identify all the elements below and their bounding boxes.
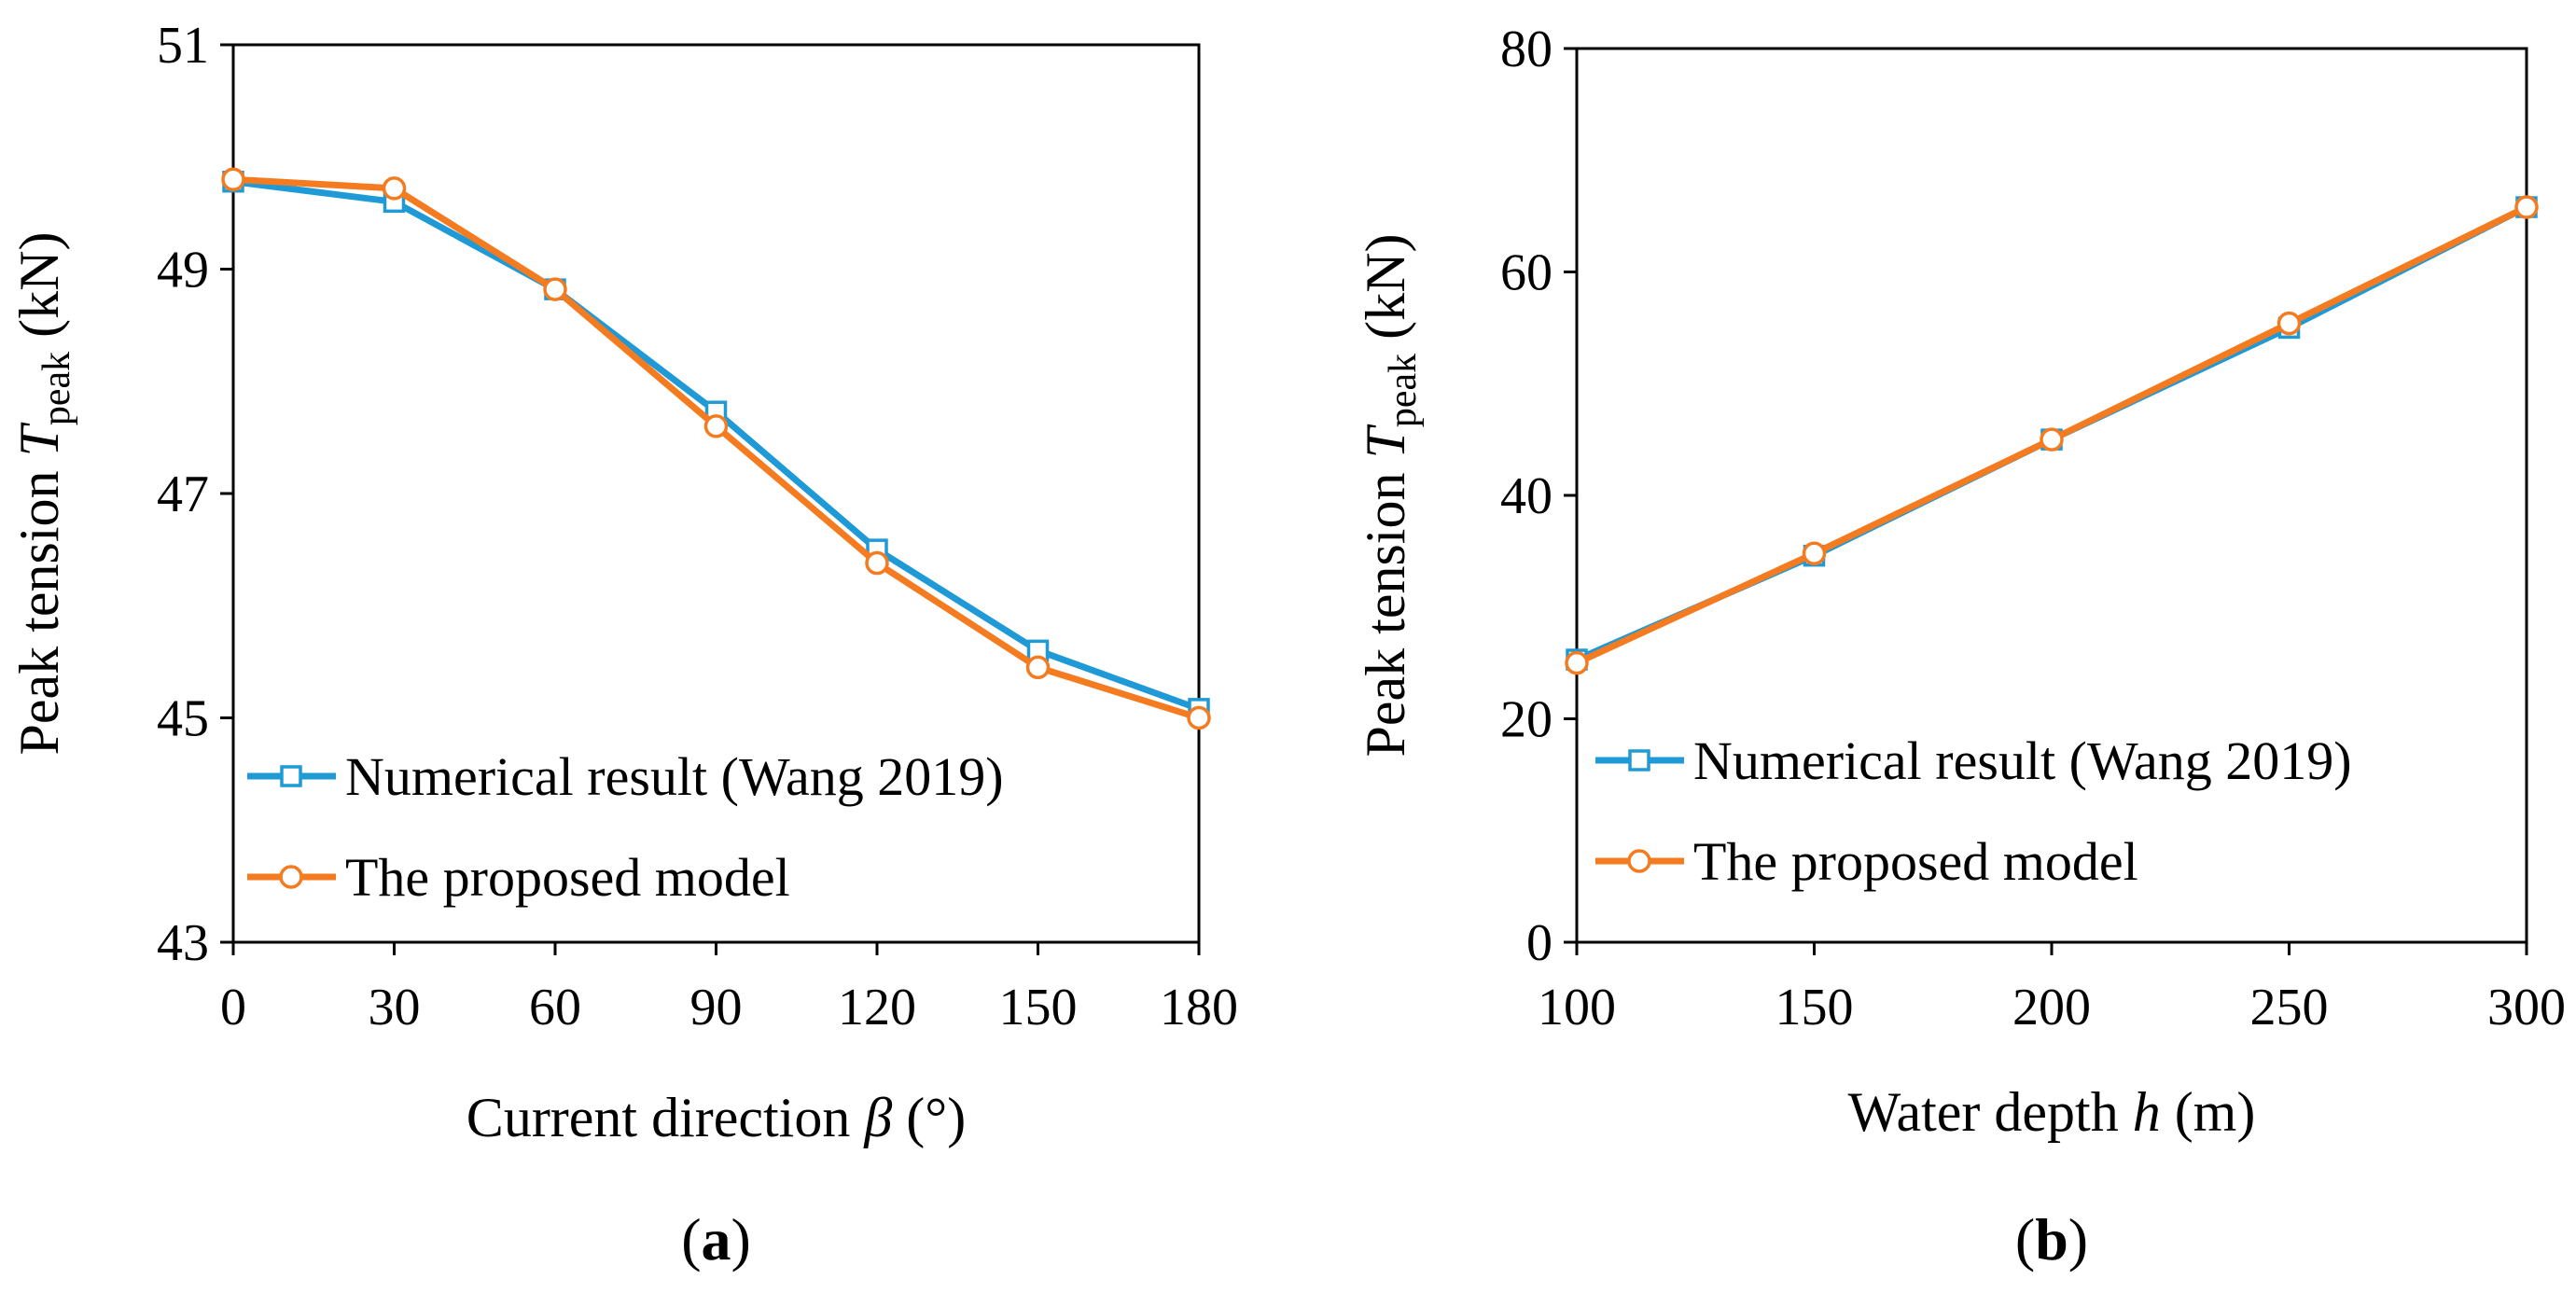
x-tick-label: 250 <box>2250 979 2329 1036</box>
x-tick-label: 150 <box>999 979 1078 1036</box>
legend-swatch-marker <box>1628 749 1650 772</box>
x-tick-label: 100 <box>1538 979 1616 1036</box>
panel-label-open: ( <box>2015 1206 2035 1272</box>
y-tick-label: 49 <box>157 242 209 299</box>
y-tick-label: 80 <box>1500 21 1553 78</box>
y-axis-title: Peak tension Tpeak (kN) <box>1355 234 1425 758</box>
chart-panel-a: 43 45 47 49 51 0 30 60 90 120 150 180 Current direct… <box>8 17 1238 1272</box>
x-tick-label: 60 <box>529 979 581 1036</box>
plot-frame <box>1575 47 2528 944</box>
chart-panel-b: 0 20 40 60 80 100 150 200 250 300 Water depth h (m… <box>1355 21 2566 1272</box>
data-point <box>703 414 729 438</box>
legend-entry: Numerical result (Wang 2019) <box>247 746 1004 807</box>
x-axis-unit: (m) <box>2161 1081 2256 1143</box>
x-tick-label: 200 <box>2012 979 2091 1036</box>
y-axis-subscript: peak <box>35 352 78 425</box>
x-axis-title: Water depth h (m) <box>1848 1081 2256 1143</box>
series-proposed <box>221 167 1211 730</box>
data-point <box>221 167 245 192</box>
panel-label-close: ) <box>2068 1206 2088 1272</box>
series-proposed <box>1565 195 2539 675</box>
y-tick-label: 40 <box>1500 467 1553 525</box>
panel-label-open: ( <box>681 1206 701 1272</box>
y-axis-title-text: Peak tension <box>1355 459 1416 758</box>
data-point <box>1565 650 1589 675</box>
legend-entry: Numerical result (Wang 2019) <box>1595 730 2352 791</box>
x-axis-symbol: h <box>2133 1081 2161 1143</box>
legend-entry: The proposed model <box>247 847 790 908</box>
y-axis-unit: (kN) <box>8 232 70 352</box>
x-axis-symbol: β <box>863 1087 892 1148</box>
y-axis-symbol: T <box>1355 424 1416 459</box>
data-point <box>2514 195 2539 219</box>
x-axis-title-text: Water depth <box>1848 1081 2133 1143</box>
data-point <box>543 277 567 301</box>
panel-label-close: ) <box>731 1206 751 1272</box>
y-tick-label: 60 <box>1500 244 1553 302</box>
y-axis-title: Peak tension Tpeak (kN) <box>8 232 78 756</box>
legend-swatch-marker <box>280 765 302 787</box>
y-axis-unit: (kN) <box>1355 234 1416 354</box>
y-tick-label: 43 <box>157 914 209 972</box>
data-point <box>382 176 407 201</box>
legend-label: The proposed model <box>1693 831 2138 892</box>
legend-label: Numerical result (Wang 2019) <box>1693 730 2352 791</box>
y-tick-label: 45 <box>157 690 209 748</box>
legend-swatch-marker <box>279 865 303 889</box>
data-point <box>1802 541 1827 566</box>
data-point <box>2277 311 2302 336</box>
data-point <box>2040 427 2064 452</box>
y-tick-label: 51 <box>157 17 209 75</box>
data-point <box>1025 655 1051 680</box>
panel-label: (a) <box>681 1206 751 1272</box>
legend-swatch-marker <box>1627 849 1651 873</box>
panel-label: (b) <box>2015 1206 2088 1272</box>
y-axis-title-text: Peak tension <box>8 457 70 756</box>
x-axis-title-text: Current direction <box>466 1087 865 1148</box>
x-tick-label: 120 <box>838 979 916 1036</box>
x-tick-label: 180 <box>1160 979 1238 1036</box>
y-tick-label: 47 <box>157 466 209 523</box>
panel-label-letter: b <box>2035 1206 2068 1272</box>
panel-label-letter: a <box>702 1206 731 1272</box>
x-tick-label: 300 <box>2487 979 2566 1036</box>
data-point <box>1187 705 1211 730</box>
x-tick-label: 90 <box>690 979 743 1036</box>
x-tick-label: 30 <box>369 979 421 1036</box>
y-tick-label: 20 <box>1500 691 1553 749</box>
legend-entry: The proposed model <box>1595 831 2138 892</box>
plot-frame <box>231 43 1201 944</box>
legend-label: Numerical result (Wang 2019) <box>345 746 1004 807</box>
legend-label: The proposed model <box>345 847 790 908</box>
series-line <box>232 175 1201 721</box>
series-line <box>232 178 1201 713</box>
series-numerical <box>222 170 1210 720</box>
x-axis-title: Current direction β (°) <box>466 1087 966 1148</box>
x-tick-label: 0 <box>220 979 246 1036</box>
x-axis-unit: (°) <box>892 1087 966 1148</box>
data-point <box>865 550 889 576</box>
y-axis-subscript: peak <box>1382 354 1425 427</box>
y-tick-label: 0 <box>1526 914 1553 972</box>
y-axis-symbol: T <box>8 423 70 457</box>
x-tick-label: 150 <box>1775 979 1854 1036</box>
